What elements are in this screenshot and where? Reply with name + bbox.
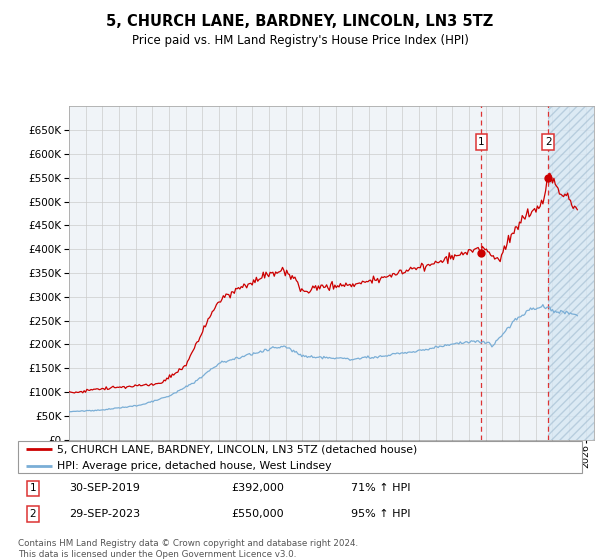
- Bar: [548, 106, 594, 440]
- FancyBboxPatch shape: [18, 441, 582, 473]
- Text: Contains HM Land Registry data © Crown copyright and database right 2024.
This d: Contains HM Land Registry data © Crown c…: [18, 539, 358, 559]
- Text: 5, CHURCH LANE, BARDNEY, LINCOLN, LN3 5TZ: 5, CHURCH LANE, BARDNEY, LINCOLN, LN3 5T…: [106, 14, 494, 29]
- Text: £392,000: £392,000: [231, 483, 284, 493]
- Text: 29-SEP-2023: 29-SEP-2023: [69, 509, 140, 519]
- Text: 2: 2: [545, 137, 551, 147]
- Bar: [548, 106, 594, 440]
- Text: Price paid vs. HM Land Registry's House Price Index (HPI): Price paid vs. HM Land Registry's House …: [131, 34, 469, 46]
- Text: 71% ↑ HPI: 71% ↑ HPI: [351, 483, 410, 493]
- Text: 1: 1: [29, 483, 37, 493]
- Text: 1: 1: [478, 137, 485, 147]
- Text: 30-SEP-2019: 30-SEP-2019: [69, 483, 140, 493]
- Text: 2: 2: [29, 509, 37, 519]
- Text: £550,000: £550,000: [231, 509, 284, 519]
- Text: HPI: Average price, detached house, West Lindsey: HPI: Average price, detached house, West…: [58, 461, 332, 471]
- Text: 5, CHURCH LANE, BARDNEY, LINCOLN, LN3 5TZ (detached house): 5, CHURCH LANE, BARDNEY, LINCOLN, LN3 5T…: [58, 445, 418, 455]
- Text: 95% ↑ HPI: 95% ↑ HPI: [351, 509, 410, 519]
